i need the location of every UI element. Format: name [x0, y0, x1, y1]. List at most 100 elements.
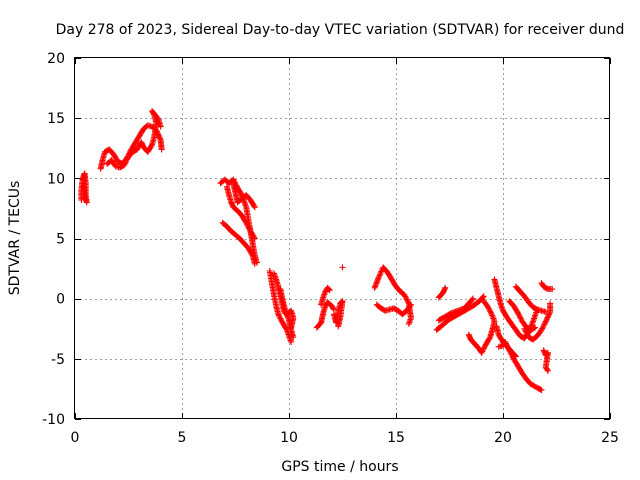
data-point [278, 316, 285, 323]
data-point [326, 287, 333, 294]
data-point [487, 308, 494, 315]
series-arc-07 [230, 180, 258, 211]
data-point [521, 325, 528, 332]
data-point [540, 322, 547, 329]
data-point [486, 306, 493, 313]
data-point [545, 311, 552, 318]
data-point [546, 310, 553, 317]
data-point [481, 344, 488, 351]
y-tick-label: 0 [56, 292, 65, 308]
data-point [276, 314, 283, 321]
data-point [514, 308, 521, 315]
data-point [377, 271, 384, 278]
data-point [245, 224, 252, 231]
series-arc-03 [104, 107, 164, 171]
data-point [401, 292, 408, 299]
data-point [537, 386, 544, 393]
data-point [480, 298, 487, 305]
series-arc-02 [97, 122, 165, 172]
x-tick-label: 25 [601, 430, 619, 446]
data-point [121, 162, 128, 169]
data-point [275, 311, 282, 318]
data-point [522, 328, 529, 335]
grid [75, 58, 610, 419]
data-point [325, 286, 332, 293]
data-point [511, 352, 518, 359]
data-point [124, 156, 131, 163]
series-arc-12 [318, 284, 333, 308]
series-arc-18 [435, 295, 477, 324]
data-point [405, 299, 412, 306]
data-point [539, 324, 546, 331]
data-point [407, 301, 414, 308]
data-point [527, 381, 534, 388]
data-point [538, 387, 545, 394]
data-point [524, 331, 531, 338]
data-point [538, 326, 545, 333]
series-arc-27 [538, 280, 556, 293]
data-point [547, 300, 554, 307]
data-point [544, 314, 551, 321]
data-point [402, 294, 409, 301]
data-point [523, 329, 530, 336]
series-arc-16 [373, 301, 414, 318]
plot-frame [74, 57, 610, 419]
data-point [378, 268, 385, 275]
series-arc-13 [330, 298, 346, 330]
data-point [290, 334, 297, 341]
data-point [515, 311, 522, 318]
data-point [405, 320, 412, 327]
data-point [148, 142, 155, 149]
data-point [248, 251, 255, 258]
x-tick-label: 20 [494, 430, 512, 446]
data-point [156, 135, 163, 142]
data-point [488, 311, 495, 318]
data-point [80, 182, 87, 189]
data-point [539, 325, 546, 332]
data-point [478, 349, 485, 356]
series-arc-08 [266, 267, 295, 345]
data-point [544, 367, 551, 374]
data-point [482, 342, 489, 349]
data-point [480, 347, 487, 354]
data-point [330, 305, 337, 312]
y-tick-label: 20 [47, 51, 65, 67]
data-point [545, 313, 552, 320]
data-points [78, 107, 556, 394]
data-point [242, 218, 249, 225]
data-point [517, 315, 524, 322]
data-point [479, 348, 486, 355]
data-point [467, 304, 474, 311]
data-point [543, 317, 550, 324]
data-point [486, 335, 493, 342]
y-tick-label: 10 [47, 171, 65, 187]
chart-title: Day 278 of 2023, Sidereal Day-to-day VTE… [56, 22, 625, 38]
data-point [277, 315, 284, 322]
data-point [243, 221, 250, 228]
data-point [522, 327, 529, 334]
data-point [121, 160, 128, 167]
data-point [278, 318, 285, 325]
data-point [529, 381, 536, 388]
data-point [516, 312, 523, 319]
series-arc-15 [371, 264, 414, 327]
x-tick-label: 15 [387, 430, 405, 446]
data-point [480, 345, 487, 352]
data-point [544, 366, 551, 373]
axis-ticks: 0 5 10 15 20 25 -10 -5 0 5 10 15 20 [42, 51, 619, 446]
series-arc-10 [277, 286, 297, 341]
data-point [541, 321, 548, 328]
data-point [288, 338, 295, 345]
data-point [251, 234, 258, 241]
data-point [123, 157, 130, 164]
data-point [238, 190, 245, 197]
y-tick-label: -5 [51, 352, 65, 368]
data-point [251, 260, 258, 267]
series-arc-19 [435, 284, 449, 301]
data-point [402, 293, 409, 300]
data-point [517, 314, 524, 321]
data-point [246, 225, 253, 232]
x-tick-label: 10 [280, 430, 298, 446]
x-tick-label: 5 [178, 430, 187, 446]
